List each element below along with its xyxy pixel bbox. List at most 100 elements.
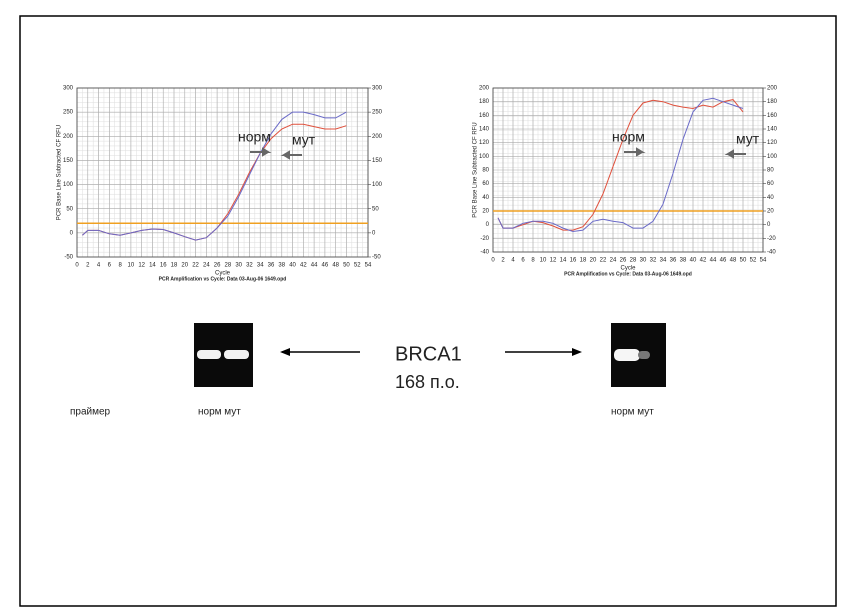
- y-tick-label: 150: [63, 158, 74, 164]
- x-tick-label: 44: [710, 258, 717, 264]
- chart-subtitle: PCR Amplification vs Cycle: Data 03-Aug-…: [159, 276, 287, 282]
- x-tick-label: 16: [160, 263, 167, 269]
- x-tick-label: 40: [690, 258, 697, 264]
- y-axis-label: PCR Base Line Subtracted CF RFU: [57, 125, 63, 220]
- annotation-arrow: [250, 149, 268, 155]
- y-tick-label: 300: [63, 86, 74, 92]
- x-tick-label: 2: [86, 263, 90, 269]
- y2-tick-label: 300: [372, 86, 383, 92]
- x-tick-label: 36: [670, 258, 677, 264]
- x-tick-label: 52: [354, 263, 361, 269]
- y2-tick-label: -50: [372, 255, 381, 261]
- y-tick-label: -20: [480, 236, 489, 242]
- x-tick-label: 32: [246, 263, 253, 269]
- annotation: мут: [292, 132, 316, 148]
- x-tick-label: 4: [511, 258, 515, 264]
- x-tick-label: 44: [311, 263, 318, 269]
- y2-tick-label: 0: [767, 222, 771, 228]
- size-label: 168 п.о.: [395, 372, 460, 392]
- y-tick-label: 140: [479, 127, 490, 133]
- gel-band: [614, 349, 640, 361]
- x-tick-label: 10: [540, 258, 547, 264]
- x-tick-label: 36: [268, 263, 275, 269]
- y2-tick-label: 100: [372, 182, 383, 188]
- y-tick-label: 120: [479, 140, 490, 146]
- gel-band: [197, 350, 221, 359]
- y-tick-label: 0: [70, 230, 74, 236]
- y-tick-label: 160: [479, 113, 490, 119]
- y2-tick-label: 100: [767, 154, 778, 160]
- annotation: норм: [612, 129, 645, 145]
- x-tick-label: 38: [278, 263, 285, 269]
- y-tick-label: -40: [480, 250, 489, 256]
- x-tick-label: 6: [521, 258, 525, 264]
- x-tick-label: 0: [75, 263, 79, 269]
- y-tick-label: -50: [64, 255, 73, 261]
- y2-tick-label: 200: [767, 86, 778, 92]
- y-tick-label: 50: [66, 206, 73, 212]
- x-tick-label: 26: [620, 258, 627, 264]
- y-tick-label: 100: [479, 154, 490, 160]
- annotation-arrow: [284, 152, 302, 158]
- x-tick-label: 28: [630, 258, 637, 264]
- y2-tick-label: 120: [767, 140, 778, 146]
- arrow-head: [572, 348, 582, 356]
- y-tick-label: 80: [482, 168, 489, 174]
- y2-tick-label: 180: [767, 99, 778, 105]
- x-tick-label: 6: [108, 263, 112, 269]
- y-tick-label: 200: [63, 134, 74, 140]
- y2-tick-label: 150: [372, 158, 383, 164]
- x-tick-label: 28: [225, 263, 232, 269]
- y2-tick-label: 60: [767, 181, 774, 187]
- x-tick-label: 24: [610, 258, 617, 264]
- x-tick-label: 48: [332, 263, 339, 269]
- x-tick-label: 40: [289, 263, 296, 269]
- x-tick-label: 18: [171, 263, 178, 269]
- x-tick-label: 32: [650, 258, 657, 264]
- x-tick-label: 54: [760, 258, 767, 264]
- gel-band: [638, 351, 650, 359]
- x-tick-label: 24: [203, 263, 210, 269]
- x-tick-label: 30: [640, 258, 647, 264]
- x-tick-label: 34: [257, 263, 264, 269]
- x-tick-label: 42: [300, 263, 307, 269]
- x-tick-label: 20: [181, 263, 188, 269]
- y2-tick-label: 0: [372, 230, 376, 236]
- y-tick-label: 20: [482, 209, 489, 215]
- y2-tick-label: 140: [767, 127, 778, 133]
- x-tick-label: 14: [149, 263, 156, 269]
- frame: [20, 16, 836, 606]
- primer-label: праймер: [70, 407, 111, 418]
- arrow-head: [280, 348, 290, 356]
- x-tick-label: 12: [138, 263, 145, 269]
- annotation: норм: [238, 129, 271, 145]
- y-tick-label: 180: [479, 99, 490, 105]
- x-tick-label: 22: [192, 263, 199, 269]
- x-tick-label: 38: [680, 258, 687, 264]
- x-tick-label: 20: [590, 258, 597, 264]
- slide: BRCA1 168 п.о. праймер норм мут норм мут…: [0, 0, 849, 610]
- y2-tick-label: 160: [767, 113, 778, 119]
- lane-label: норм мут: [611, 407, 654, 418]
- y2-tick-label: 50: [372, 206, 379, 212]
- x-tick-label: 34: [660, 258, 667, 264]
- x-tick-label: 50: [343, 263, 350, 269]
- x-tick-label: 30: [235, 263, 242, 269]
- x-tick-label: 8: [118, 263, 122, 269]
- x-tick-label: 54: [365, 263, 372, 269]
- x-tick-label: 12: [550, 258, 557, 264]
- x-tick-label: 14: [560, 258, 567, 264]
- x-tick-label: 0: [491, 258, 495, 264]
- y-tick-label: 100: [63, 182, 74, 188]
- y-tick-label: 40: [482, 195, 489, 201]
- y2-tick-label: 20: [767, 209, 774, 215]
- y2-tick-label: 40: [767, 195, 774, 201]
- annotation: мут: [736, 131, 760, 147]
- y2-tick-label: 80: [767, 168, 774, 174]
- gel-band: [224, 350, 249, 359]
- x-tick-label: 46: [322, 263, 329, 269]
- y-axis-label: PCR Base Line Subtracted CF RFU: [473, 122, 479, 217]
- x-tick-label: 50: [740, 258, 747, 264]
- y2-tick-label: -40: [767, 250, 776, 256]
- y-tick-label: 60: [482, 181, 489, 187]
